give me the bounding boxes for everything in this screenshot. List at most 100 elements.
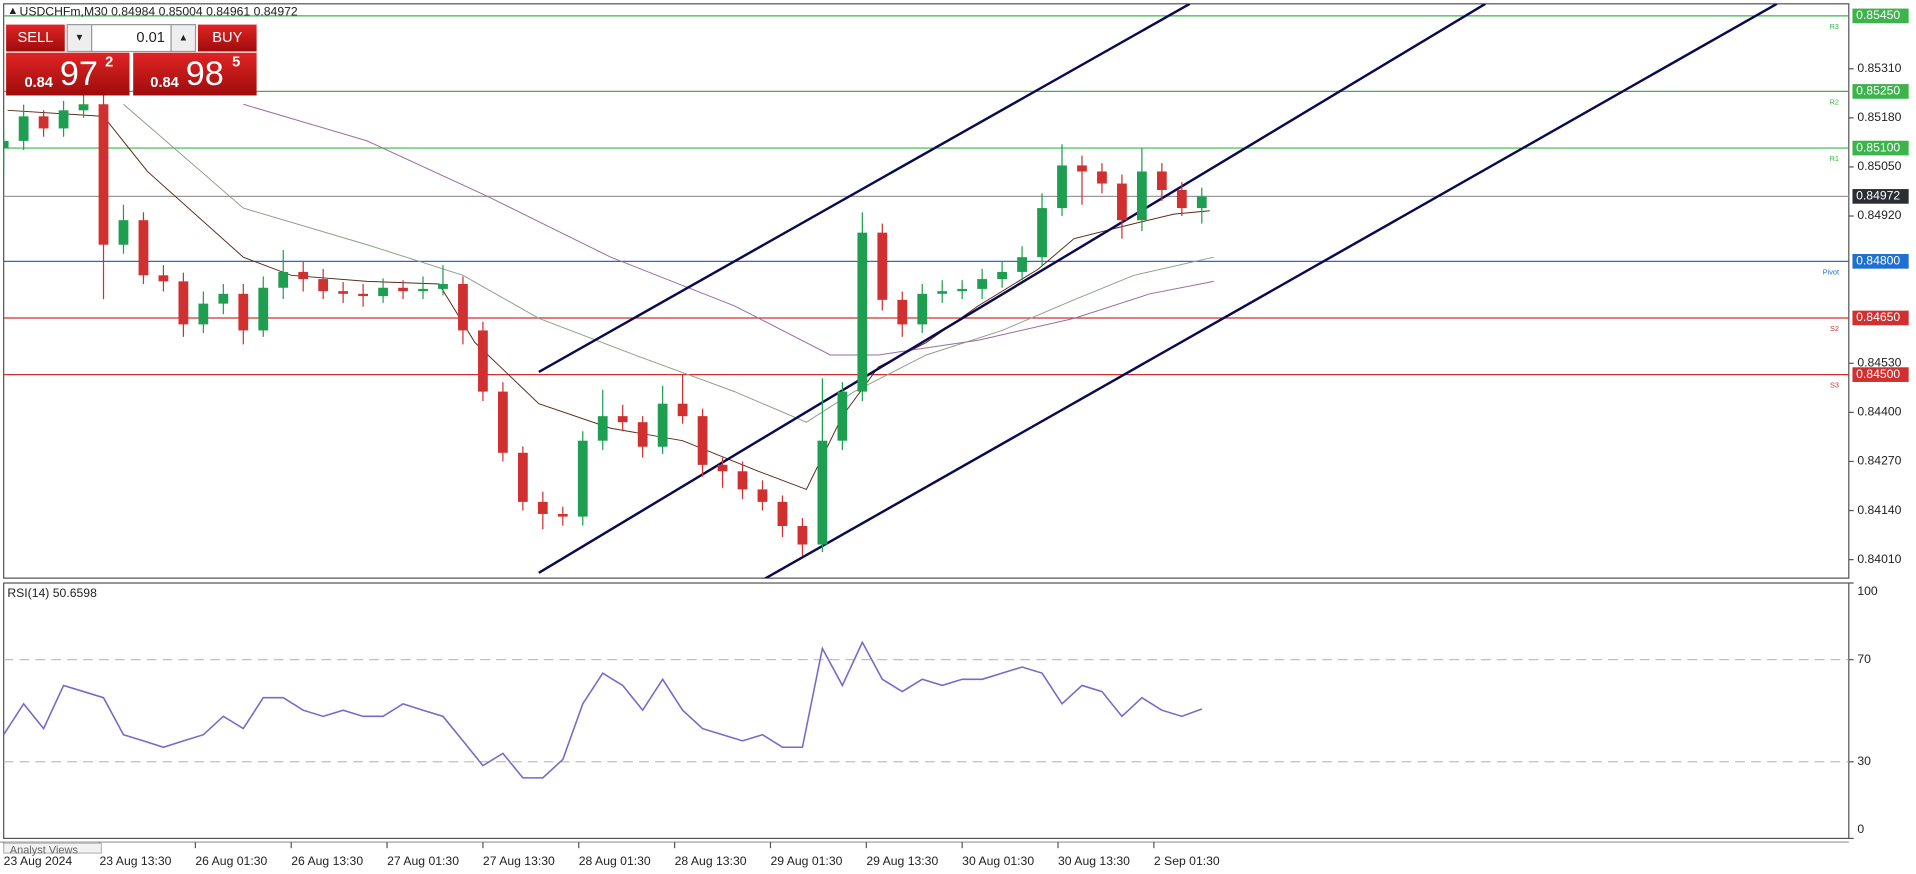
candle-body [298, 271, 309, 280]
lot-down[interactable] [66, 23, 93, 53]
lot-up-arrow: ▲ [178, 33, 188, 44]
candle-body [458, 283, 468, 331]
candle-body [1097, 171, 1107, 184]
candle-body [178, 281, 189, 325]
buy-button[interactable] [197, 24, 257, 52]
candle-body [597, 416, 608, 441]
x-tick-label: 30 Aug 13:30 [1058, 854, 1130, 868]
candle-body [418, 288, 428, 292]
trade-panel: SELL ▼ 0.01 ▲ BUY 0.84 97 2 0.84 98 5 [6, 23, 257, 96]
candle-body [1117, 183, 1127, 221]
y-tick-label: 0.84140 [1857, 503, 1901, 517]
buy-price-pips: 98 [186, 55, 224, 93]
x-tick-label: 26 Aug 13:30 [291, 854, 363, 868]
candle-body [737, 471, 748, 490]
x-tick-label: 27 Aug 13:30 [483, 854, 555, 868]
level-price-box [1852, 367, 1909, 382]
moving-average [123, 103, 1214, 423]
candle-body [58, 110, 69, 129]
y-tick-label: 0.84010 [1857, 552, 1901, 566]
axes: 0.853100.851800.850500.849200.845300.844… [3, 8, 1909, 868]
x-tick-label: 29 Aug 01:30 [770, 854, 842, 868]
candle-body [917, 293, 928, 325]
candle-body [997, 271, 1007, 280]
candle-body [498, 391, 508, 453]
candle-body [777, 501, 788, 527]
candle-body [617, 416, 628, 423]
level-name: S3 [1830, 381, 1839, 390]
header-arrow: ▲ [7, 5, 18, 17]
candle-body [957, 288, 968, 292]
level-name: S2 [1830, 324, 1839, 333]
candle-body [118, 220, 129, 245]
level-price-box [1852, 254, 1909, 269]
candle-body [757, 489, 768, 502]
level-name: R2 [1830, 97, 1839, 106]
candle-body [38, 116, 49, 129]
rsi-plot [3, 640, 1849, 779]
candle-body [657, 403, 668, 447]
candle-body [697, 416, 708, 465]
candle-body [478, 330, 488, 392]
price-plot [3, 3, 1849, 579]
level-price-box [1852, 84, 1909, 99]
candle-body [358, 293, 368, 297]
x-tick-label: 2 Sep 01:30 [1154, 854, 1220, 868]
level-price-box [1852, 8, 1909, 24]
candle-body [218, 293, 229, 304]
channel-line [538, 3, 1486, 574]
candle-body [537, 501, 548, 514]
x-tick-label: 23 Aug 13:30 [100, 854, 172, 868]
lot-value: 0.01 [136, 30, 165, 46]
x-tick-label: 23 Aug 2024 [4, 854, 73, 868]
sell-price-point: 2 [105, 54, 113, 70]
candle-body [977, 279, 988, 289]
y-tick-label: 30 [1857, 754, 1871, 768]
candle-body [378, 287, 388, 297]
x-tick-label: 30 Aug 01:30 [962, 854, 1034, 868]
sell-price-big: 0.84 [24, 75, 53, 91]
sell-price-box[interactable] [6, 52, 130, 96]
candle-body [1057, 165, 1067, 209]
candle-body [677, 403, 688, 417]
candle-body [198, 303, 209, 325]
moving-average [7, 109, 1210, 491]
candle-body [138, 220, 149, 276]
candle-body [78, 104, 89, 111]
y-tick-label: 0 [1857, 822, 1864, 836]
candle-body [877, 232, 888, 300]
level-price-label: 0.84800 [1856, 254, 1900, 268]
y-tick-label: 0.85050 [1857, 159, 1901, 173]
y-tick-label: 0.84400 [1857, 405, 1901, 419]
candle-body [158, 275, 169, 282]
lot-down-arrow: ▼ [75, 33, 85, 44]
candle-body [1137, 171, 1147, 221]
candle-body [318, 279, 329, 292]
buy-price-box[interactable] [133, 52, 257, 96]
candle-body [797, 526, 808, 545]
x-tick-label: 28 Aug 13:30 [675, 854, 747, 868]
candle-body [897, 299, 908, 325]
candle-body [1037, 208, 1047, 258]
candle-body [1176, 189, 1187, 209]
tab[interactable] [3, 842, 103, 854]
candle-body [637, 422, 648, 447]
lot-up[interactable] [170, 23, 197, 53]
price-panel [3, 3, 1850, 579]
candle-body [1017, 257, 1027, 272]
candle-body [577, 440, 588, 517]
level-price-label: 0.85100 [1856, 140, 1900, 154]
level-price-label: 0.85450 [1856, 8, 1900, 22]
candle-body [857, 232, 868, 392]
y-tick-label: 100 [1857, 584, 1878, 598]
candle-body [1196, 196, 1207, 209]
candle-body [1156, 171, 1167, 190]
candle-body [1077, 165, 1087, 172]
candle-body [557, 513, 568, 517]
candle-body [837, 391, 848, 441]
y-tick-label: 0.85310 [1857, 61, 1901, 75]
sell-button[interactable] [6, 24, 65, 52]
buy-price-big: 0.84 [150, 75, 179, 91]
level-price-label: 0.84650 [1856, 310, 1900, 324]
